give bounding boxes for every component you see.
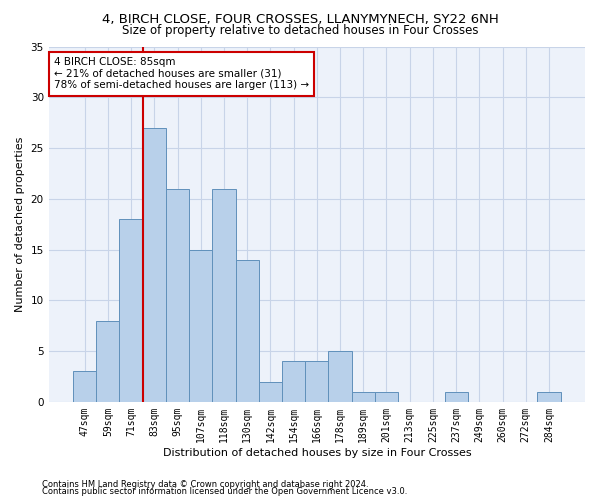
Bar bbox=[212, 188, 236, 402]
Bar bbox=[445, 392, 468, 402]
Bar bbox=[189, 250, 212, 402]
Bar bbox=[96, 320, 119, 402]
Text: 4 BIRCH CLOSE: 85sqm
← 21% of detached houses are smaller (31)
78% of semi-detac: 4 BIRCH CLOSE: 85sqm ← 21% of detached h… bbox=[54, 57, 309, 90]
Bar bbox=[259, 382, 282, 402]
Bar bbox=[143, 128, 166, 402]
Bar bbox=[282, 361, 305, 402]
X-axis label: Distribution of detached houses by size in Four Crosses: Distribution of detached houses by size … bbox=[163, 448, 471, 458]
Bar bbox=[73, 372, 96, 402]
Bar bbox=[119, 219, 143, 402]
Bar bbox=[328, 351, 352, 402]
Text: Size of property relative to detached houses in Four Crosses: Size of property relative to detached ho… bbox=[122, 24, 478, 37]
Text: Contains public sector information licensed under the Open Government Licence v3: Contains public sector information licen… bbox=[42, 488, 407, 496]
Text: 4, BIRCH CLOSE, FOUR CROSSES, LLANYMYNECH, SY22 6NH: 4, BIRCH CLOSE, FOUR CROSSES, LLANYMYNEC… bbox=[101, 12, 499, 26]
Bar bbox=[538, 392, 560, 402]
Bar bbox=[305, 361, 328, 402]
Bar bbox=[352, 392, 375, 402]
Y-axis label: Number of detached properties: Number of detached properties bbox=[15, 136, 25, 312]
Text: Contains HM Land Registry data © Crown copyright and database right 2024.: Contains HM Land Registry data © Crown c… bbox=[42, 480, 368, 489]
Bar bbox=[375, 392, 398, 402]
Bar bbox=[236, 260, 259, 402]
Bar bbox=[166, 188, 189, 402]
